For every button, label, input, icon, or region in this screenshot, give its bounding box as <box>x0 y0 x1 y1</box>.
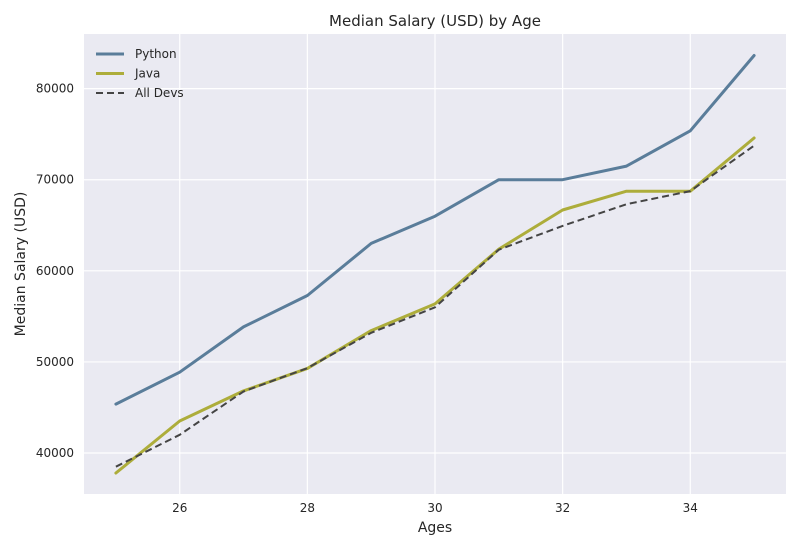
y-tick-label: 50000 <box>36 355 74 369</box>
y-tick-labels: 40000 50000 60000 70000 80000 <box>36 82 74 460</box>
legend-label-java: Java <box>134 67 160 81</box>
series-lines <box>114 54 756 475</box>
legend-label-python: Python <box>135 47 177 61</box>
y-tick-label: 80000 <box>36 82 74 96</box>
x-tick-label: 28 <box>300 501 315 515</box>
series-line-java <box>114 136 756 475</box>
y-axis-label: Median Salary (USD) <box>13 192 29 337</box>
x-tick-label: 34 <box>683 501 698 515</box>
series-line-all-devs <box>115 144 755 468</box>
x-tick-label: 26 <box>172 501 187 515</box>
x-tick-labels: 26 28 30 32 34 <box>172 501 698 515</box>
legend-label-all-devs: All Devs <box>135 86 184 100</box>
grid-lines <box>84 34 786 494</box>
chart-title: Median Salary (USD) by Age <box>329 12 541 30</box>
y-tick-label: 70000 <box>36 173 74 187</box>
x-tick-label: 30 <box>427 501 442 515</box>
x-tick-label: 32 <box>555 501 570 515</box>
y-tick-label: 40000 <box>36 446 74 460</box>
y-tick-label: 60000 <box>36 264 74 278</box>
x-axis-label: Ages <box>418 520 452 536</box>
series-line-python <box>114 54 756 406</box>
legend: Python Java All Devs <box>96 47 184 100</box>
